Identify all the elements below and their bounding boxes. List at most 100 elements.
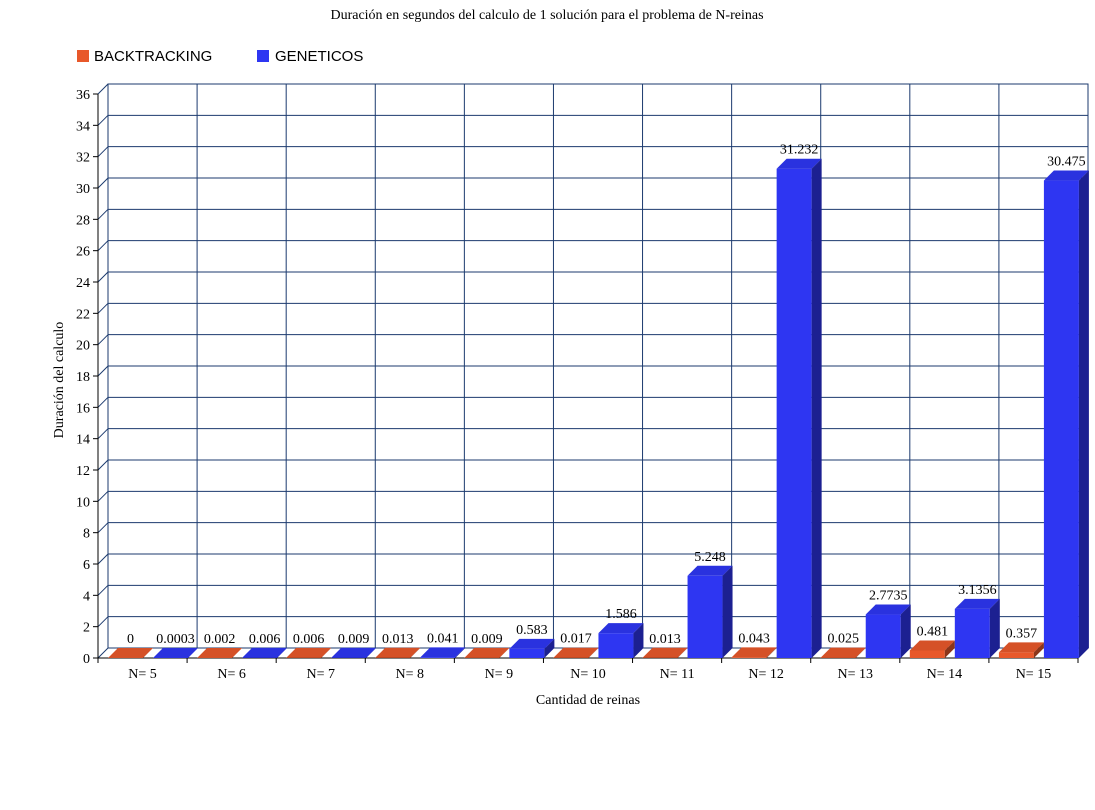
gridline-y-depth: [98, 397, 108, 407]
gridline-y-depth: [98, 178, 108, 188]
bar-front: [777, 169, 812, 658]
bar-front: [1044, 181, 1079, 658]
y-tick-label: 20: [76, 339, 90, 354]
bar-backtracking-10: [553, 648, 598, 658]
bar-side: [723, 566, 733, 658]
y-tick-label: 2: [83, 621, 90, 636]
data-label: 5.248: [694, 550, 726, 565]
gridline-y-depth: [98, 523, 108, 533]
x-tick-label: N= 10: [570, 667, 606, 682]
x-tick-label: N= 15: [1016, 667, 1052, 682]
bar-top: [643, 648, 688, 658]
grid: [98, 84, 1088, 658]
bar-front: [688, 576, 723, 658]
y-tick-label: 6: [83, 558, 90, 573]
y-tick-label: 12: [76, 464, 90, 479]
bar-geneticos-12: [777, 159, 822, 658]
gridline-y-depth: [98, 115, 108, 125]
bar-backtracking-7: [286, 648, 331, 658]
y-tick-label: 10: [76, 495, 90, 510]
gridline-y-depth: [98, 429, 108, 439]
data-label: 0.481: [917, 624, 949, 639]
bar-backtracking-11: [643, 648, 688, 658]
legend-label-backtracking: BACKTRACKING: [94, 48, 212, 65]
bar-top: [242, 648, 287, 658]
bar-front: [420, 657, 455, 658]
x-tick-label: N= 14: [927, 667, 963, 682]
bar-geneticos-6: [242, 648, 287, 658]
bar-side: [1079, 171, 1089, 658]
gridline-y-depth: [98, 272, 108, 282]
bar-geneticos-8: [420, 647, 465, 658]
bar-geneticos-14: [955, 599, 1000, 658]
y-tick-label: 32: [76, 151, 90, 166]
y-tick-label: 24: [76, 276, 90, 291]
gridline-y-depth: [98, 241, 108, 251]
data-label: 0: [127, 632, 134, 647]
bar-front: [598, 633, 633, 658]
data-label: 31.232: [780, 143, 819, 158]
legend: BACKTRACKING GENETICOS: [77, 48, 363, 65]
gridline-y-depth: [98, 303, 108, 313]
bar-geneticos-7: [331, 648, 376, 658]
data-label: 2.7735: [869, 589, 908, 604]
x-axis-title: Cantidad de reinas: [536, 693, 640, 708]
legend-swatch-geneticos: [257, 50, 269, 62]
bar-geneticos-11: [688, 566, 733, 658]
bar-geneticos-9: [509, 639, 554, 658]
x-tick-label: N= 9: [485, 667, 514, 682]
bar-front: [955, 609, 990, 658]
bar-backtracking-15: [999, 642, 1044, 658]
gridline-y-depth: [98, 648, 108, 658]
data-label: 0.009: [338, 632, 370, 647]
bar-side: [812, 159, 822, 658]
data-label: 0.041: [427, 631, 459, 646]
bar-front: [866, 615, 901, 658]
legend-swatch-backtracking: [77, 50, 89, 62]
x-tick-label: N= 12: [748, 667, 784, 682]
bar-top: [553, 648, 598, 658]
bar-backtracking-12: [732, 647, 777, 658]
bar-geneticos-15: [1044, 171, 1089, 658]
bar-top: [331, 648, 376, 658]
bar-top: [732, 647, 777, 657]
bar-geneticos-10: [598, 623, 643, 658]
gridline-y-depth: [98, 335, 108, 345]
data-label: 0.002: [204, 632, 236, 647]
data-label: 0.017: [560, 632, 592, 647]
gridline-y-depth: [98, 366, 108, 376]
bar-top: [375, 648, 420, 658]
gridline-y-depth: [98, 554, 108, 564]
bar-top: [464, 648, 509, 658]
data-label: 0.009: [471, 632, 503, 647]
gridline-y-depth: [98, 617, 108, 627]
bar-backtracking-5: [108, 648, 153, 658]
y-tick-label: 34: [76, 119, 90, 134]
y-tick-label: 22: [76, 307, 90, 322]
y-tick-label: 28: [76, 213, 90, 228]
x-tick-label: N= 6: [217, 667, 246, 682]
y-tick-label: 30: [76, 182, 90, 197]
gridline-y-depth: [98, 491, 108, 501]
bar-backtracking-14: [910, 640, 955, 658]
gridline-y-depth: [98, 209, 108, 219]
y-tick-label: 36: [76, 88, 90, 103]
x-tick-label: N= 11: [660, 667, 695, 682]
gridline-y-depth: [98, 585, 108, 595]
y-tick-label: 16: [76, 401, 90, 416]
data-label: 0.013: [382, 632, 414, 647]
bar-top: [197, 648, 242, 658]
gridline-y-depth: [98, 460, 108, 470]
x-tick-label: N= 7: [306, 667, 335, 682]
bar-front: [999, 652, 1034, 658]
bar-top: [420, 647, 465, 657]
bar-geneticos-13: [866, 605, 911, 658]
bar-top: [108, 648, 153, 658]
data-label: 0.583: [516, 623, 548, 638]
gridline-y-depth: [98, 84, 108, 94]
data-label: 0.025: [827, 632, 859, 647]
